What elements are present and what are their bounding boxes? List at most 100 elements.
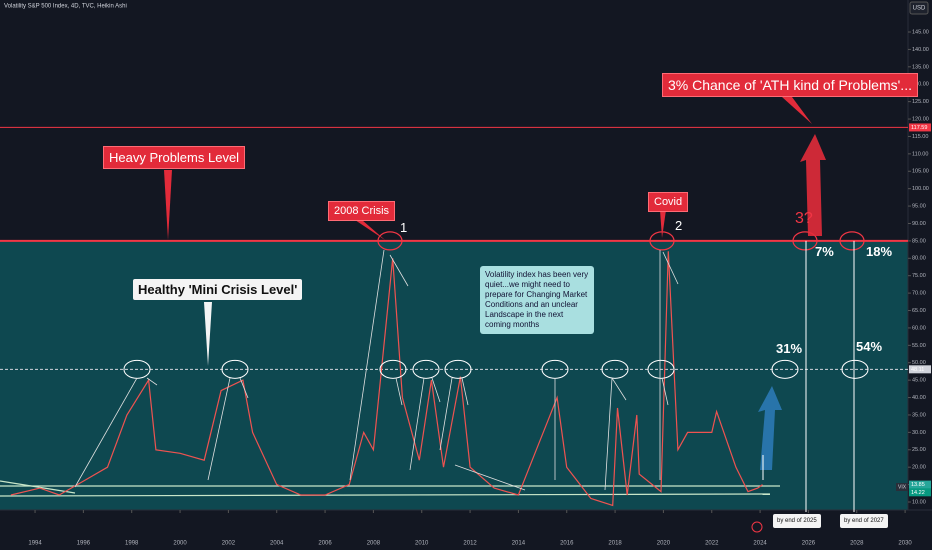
note: Volatility index has been very quiet...w…: [480, 266, 594, 334]
x-tick-label: 2004: [270, 541, 284, 547]
support-line: [0, 480, 76, 494]
currency-box: [909, 1, 929, 15]
legend-bg: [896, 483, 908, 491]
circle-marker: [792, 231, 818, 251]
marker-one: 1: [400, 220, 408, 235]
y-tick-label: 120.00: [912, 116, 929, 122]
arrow-line: [74, 377, 138, 488]
x-tick-label: 2010: [415, 541, 429, 547]
pointer: [204, 302, 212, 366]
x-tick-label: 2020: [657, 541, 671, 547]
y-tick-label: 115.00: [912, 134, 928, 140]
x-tick-label: 1996: [77, 541, 91, 547]
currency: USD: [913, 6, 926, 12]
circle-marker: [647, 359, 675, 379]
x-tick-label: 2024: [753, 541, 767, 547]
y-tick-label: 95.00: [912, 204, 926, 210]
y-tick-label: 135.00: [912, 64, 929, 70]
support-line: [0, 493, 771, 497]
arrow-line: [454, 464, 526, 491]
y-tick-label: 75.00: [912, 273, 926, 279]
ath-label: 3% Chance of 'ATH kind of Problems'...: [662, 73, 918, 97]
y-tick-label: 125.00: [912, 99, 929, 105]
pointer: [355, 220, 385, 240]
x-tick-label: 1998: [125, 541, 139, 547]
chart-title: Volatility S&P 500 Index, 4D, TVC, Heiki…: [4, 4, 127, 10]
y-tick-label: 50.00: [912, 360, 926, 366]
price-label: 13.85: [911, 482, 925, 488]
legend-label: VIX: [898, 484, 907, 490]
arrow-line: [461, 377, 469, 406]
pct-7: 7%: [815, 244, 834, 259]
arrow-line: [662, 251, 679, 285]
x-tick-label: 2000: [173, 541, 187, 547]
circle-marker: [379, 359, 407, 379]
circle-marker: [412, 359, 440, 379]
crisis-label: 2008 Crisis: [328, 201, 396, 221]
y-tick-label: 60.00: [912, 325, 926, 331]
x-tick-label: 2022: [705, 541, 719, 547]
x-tick-label: 2008: [367, 541, 381, 547]
arrow-line: [395, 377, 403, 406]
arrow-line: [431, 377, 441, 403]
arrow-line: [604, 377, 613, 491]
x-tick-label: 2002: [222, 541, 236, 547]
circle-marker: [841, 359, 869, 379]
arrow-line: [439, 377, 453, 451]
circle-marker: [771, 359, 799, 379]
y-tick-label: 40.00: [912, 395, 926, 401]
arrow-line: [349, 249, 385, 481]
covid-label: Covid: [648, 192, 689, 212]
y-tick-label: 105.00: [912, 169, 929, 175]
arrow-line: [409, 377, 425, 471]
y-tick-label: 20.00: [912, 465, 926, 471]
x-tick-label: 2018: [608, 541, 622, 547]
x-tick-label: 2016: [560, 541, 574, 547]
pointer: [782, 97, 812, 124]
end-2027: by end of 2027: [840, 514, 888, 528]
heavy-label: Heavy Problems Level: [103, 146, 246, 169]
price-label-bg: [909, 123, 931, 132]
pct-31: 31%: [776, 341, 803, 356]
y-tick-label: 25.00: [912, 447, 926, 453]
x-tick-label: 1994: [28, 541, 42, 547]
pct-18: 18%: [866, 244, 893, 259]
circle-marker: [601, 359, 629, 379]
x-tick-label: 2026: [802, 541, 816, 547]
circle-marker: [221, 359, 249, 379]
y-tick-label: 140.00: [912, 47, 929, 53]
x-tick-label: 2014: [512, 541, 526, 547]
price-label-bg: [909, 365, 931, 374]
pointer: [164, 170, 172, 240]
price-label: 117.59: [911, 125, 927, 131]
up-arrow: [758, 386, 782, 470]
y-tick-label: 10.00: [912, 499, 926, 505]
price-label: 48.11: [911, 367, 924, 373]
pct-54: 54%: [856, 339, 883, 354]
circle-marker: [444, 359, 472, 379]
y-tick-label: 110.00: [912, 151, 928, 157]
price-label: 14.22: [911, 490, 925, 496]
arrow-line: [146, 377, 158, 386]
marker-three: 3?: [795, 210, 813, 227]
arrow-line: [389, 254, 409, 287]
y-tick-label: 55.00: [912, 343, 926, 349]
arrow-line: [207, 377, 231, 481]
y-tick-label: 80.00: [912, 256, 926, 262]
y-tick-label: 45.00: [912, 378, 926, 384]
end-2025: by end of 2025: [773, 514, 821, 528]
big-arrow: [800, 134, 826, 236]
x-tick-label: 2012: [463, 541, 477, 547]
circle-marker: [839, 231, 865, 251]
y-tick-label: 90.00: [912, 221, 926, 227]
marker-two: 2: [675, 218, 683, 233]
x-tick-label: 2028: [850, 541, 864, 547]
series-line: [10, 251, 763, 507]
price-label-bg: [909, 480, 931, 489]
circle-marker: [377, 231, 403, 251]
y-tick-label: 35.00: [912, 412, 926, 418]
x-tick-label: 2030: [898, 541, 912, 547]
x-tick-label: 2006: [318, 541, 332, 547]
arrow-line: [611, 377, 627, 401]
